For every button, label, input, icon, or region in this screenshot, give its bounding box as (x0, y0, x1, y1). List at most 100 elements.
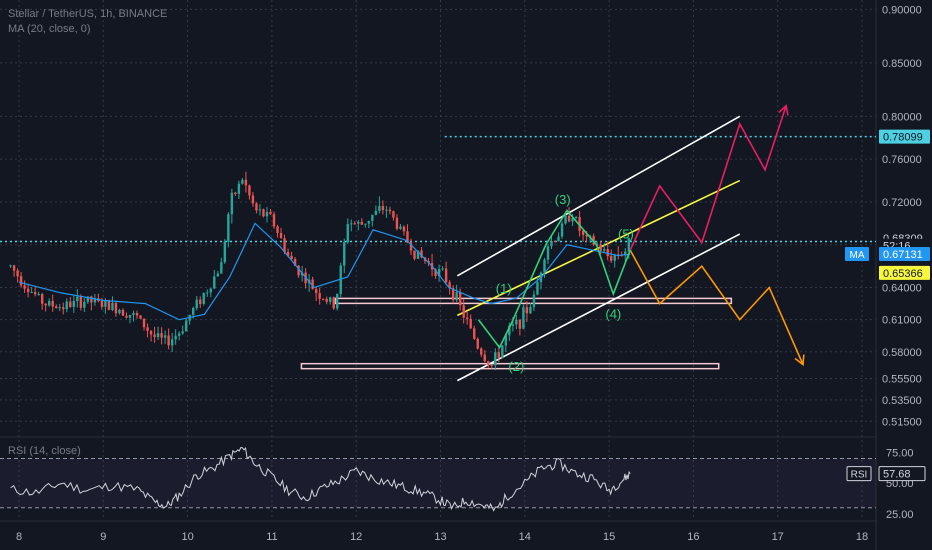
price-label-box (879, 247, 930, 262)
candle-down (40, 294, 44, 304)
candle-up (336, 293, 339, 309)
time-tick-label: 12 (350, 531, 362, 543)
candle-down (406, 231, 409, 243)
candle-down (325, 298, 328, 302)
candle-down (585, 234, 588, 237)
candle-up (574, 217, 578, 219)
candle-down (381, 206, 385, 211)
time-tick-label: 13 (434, 531, 446, 543)
candle-down (149, 330, 153, 335)
price-tick-label: 0.76000 (882, 154, 922, 166)
time-tick-label: 15 (603, 531, 615, 543)
candle-down (318, 293, 321, 299)
channel-lower-line (456, 233, 741, 382)
candle-down (610, 256, 613, 261)
candle-down (107, 300, 111, 311)
time-axis[interactable]: 8 9 10 11 12 13 14 15 16 17 18 (16, 531, 868, 543)
time-tick-label: 9 (100, 531, 106, 543)
moving-average-line (18, 222, 631, 321)
candle-up (494, 352, 497, 366)
candle-up (76, 296, 79, 302)
candle-up (30, 292, 33, 294)
candle-down (248, 185, 251, 196)
candle-down (167, 335, 170, 346)
candle-down (199, 299, 202, 304)
candle-down (353, 223, 356, 225)
candle-up (86, 296, 90, 302)
time-tick-label: 10 (181, 531, 193, 543)
candle-down (448, 282, 451, 289)
candle-down (23, 285, 26, 289)
candle-up (93, 298, 97, 303)
candle-up (602, 249, 606, 251)
candle-down (297, 265, 300, 276)
candle-up (156, 333, 160, 338)
candle-up (220, 262, 223, 274)
candle-up (437, 268, 441, 276)
rsi-tick-label: 75.00 (886, 447, 914, 459)
candle-up (416, 250, 420, 259)
candle-up (163, 335, 167, 338)
channel-upper-line (456, 115, 741, 277)
candle-up (223, 241, 227, 263)
candle-down (497, 352, 501, 358)
candle-up (627, 238, 630, 252)
candle-up (385, 209, 388, 211)
candle-down (483, 354, 486, 362)
ma-legend: MA (20, close, 0) (8, 23, 91, 35)
candle-up (174, 335, 177, 340)
candle-down (476, 338, 479, 349)
candle-down (487, 361, 490, 366)
bearish-scenario-path-arrowhead (794, 354, 805, 367)
candle-down (599, 244, 602, 251)
candle-down (79, 296, 83, 308)
ma-tag-box (845, 247, 869, 262)
candle-down (525, 307, 529, 314)
candle-down (251, 195, 255, 204)
candle-up (195, 299, 198, 308)
candle-down (480, 348, 483, 355)
chart-title: Stellar / TetherUS, 1h, BINANCE (8, 8, 168, 20)
candle-up (508, 325, 511, 336)
candle-down (44, 303, 47, 306)
candle-down (244, 179, 248, 186)
candle-down (458, 292, 462, 306)
candle-up (118, 309, 121, 314)
candle-down (51, 300, 54, 307)
time-tick-label: 11 (266, 531, 277, 543)
candle-up (543, 259, 546, 273)
candle-up (177, 333, 181, 336)
candle-down (16, 270, 19, 277)
candle-down (409, 242, 413, 251)
price-tick-label: 0.85000 (882, 58, 922, 70)
candle-up (613, 254, 616, 261)
candle-up (170, 339, 174, 346)
candle-down (125, 315, 128, 318)
candle-up (83, 301, 86, 308)
candle-up (532, 294, 536, 307)
time-tick-label: 8 (16, 531, 22, 543)
price-label: 0.65366 (883, 268, 923, 280)
candle-up (181, 331, 184, 334)
ma-tag: MA (850, 250, 865, 261)
price-tick-label: 0.80000 (882, 111, 922, 123)
candle-down (283, 238, 286, 252)
price-axis[interactable]: 0.900000.850000.800000.760000.720000.680… (845, 0, 932, 550)
candle-down (392, 211, 395, 218)
candle-down (62, 307, 65, 310)
candle-up (72, 301, 75, 308)
candle-up (237, 183, 241, 195)
candle-up (522, 307, 525, 329)
candle-down (55, 306, 58, 309)
candle-down (121, 309, 125, 316)
candle-down (578, 217, 581, 231)
price-tick-label: 0.64000 (882, 283, 922, 295)
candle-up (265, 212, 269, 217)
candle-up (9, 265, 12, 267)
candle-up (216, 273, 220, 277)
candle-down (606, 249, 609, 257)
candle-series (9, 171, 630, 371)
candle-down (160, 333, 163, 338)
